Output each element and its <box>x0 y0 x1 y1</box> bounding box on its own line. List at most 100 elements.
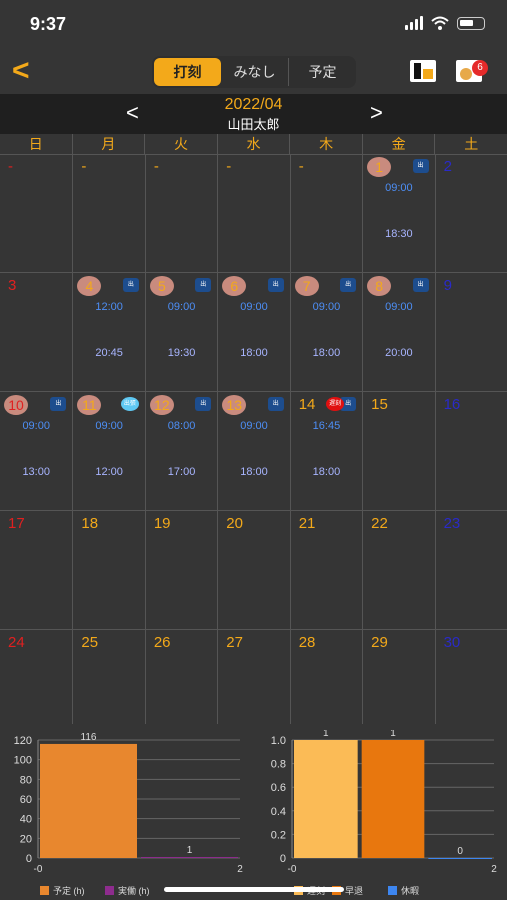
calendar-day-cell[interactable]: - <box>289 154 363 273</box>
day-number: 6 <box>222 276 247 296</box>
bar-value-label: 116 <box>81 732 97 743</box>
calendar-day-cell[interactable]: 7 出 09:00 18:00 <box>289 273 363 392</box>
day-number: 13 <box>222 395 247 415</box>
day-number: 28 <box>298 634 316 651</box>
attendance-tag: 出 <box>412 278 429 292</box>
calendar-day-cell[interactable]: 23 <box>434 511 507 630</box>
back-button[interactable]: < <box>12 54 30 87</box>
user-card-icon[interactable] <box>410 60 436 82</box>
prev-month-button[interactable]: < <box>126 100 139 125</box>
status-bar: 9:37 <box>0 0 507 50</box>
clock-in-time: 12:00 <box>95 301 123 313</box>
day-number: 23 <box>443 515 461 532</box>
calendar-day-cell[interactable]: 4 出 12:00 20:45 <box>72 273 145 392</box>
battery-icon <box>457 16 485 30</box>
day-number: 3 <box>8 277 17 294</box>
day-number: 1 <box>367 157 392 177</box>
calendar-day-cell[interactable]: 2 <box>434 154 507 273</box>
clock-in-time: 09:00 <box>312 301 341 313</box>
calendar-day-cell[interactable]: 19 <box>144 511 218 630</box>
calendar-day-cell[interactable]: 8 出 09:00 20:00 <box>362 273 435 392</box>
calendar-day-cell[interactable]: 11 出張 09:00 12:00 <box>72 392 145 511</box>
weekday-tue: 火 <box>144 134 217 154</box>
y-tick-label: 20 <box>20 833 32 845</box>
clock-out-time: 12:00 <box>95 466 123 478</box>
calendar-day-cell[interactable]: 15 <box>362 392 435 511</box>
clock-in-time: 16:45 <box>312 420 341 432</box>
day-number: 12 <box>149 395 174 415</box>
day-number: 9 <box>443 277 452 294</box>
attendance-chart: 00.20.40.60.81.01 10-0 2 <box>271 730 498 875</box>
calendar-day-cell[interactable]: 12 出 08:00 17:00 <box>144 392 218 511</box>
day-number: 22 <box>371 515 388 532</box>
x-tick-label: 2 <box>491 864 497 875</box>
calendar-day-cell[interactable]: 22 <box>362 511 435 630</box>
calendar-day-cell[interactable]: 3 <box>0 273 73 392</box>
y-tick-label: 0 <box>280 853 286 865</box>
day-number: 5 <box>149 276 174 296</box>
legend-swatch <box>105 886 114 895</box>
y-tick-label: 0.2 <box>271 829 286 841</box>
cellular-signal-icon <box>405 16 423 30</box>
calendar-day-cell[interactable]: 14 出遅刻 16:45 18:00 <box>289 392 363 511</box>
calendar-day-cell[interactable]: 5 出 09:00 19:30 <box>144 273 218 392</box>
calendar-grid: - - - - -1 出 09:00 18:30 2 3 4 出 12:00 20:45 5 出 09:00 19… <box>0 154 507 749</box>
legend-label: 実働 (h) <box>118 886 150 896</box>
day-number: 26 <box>153 634 171 651</box>
y-tick-label: 0.8 <box>271 759 286 771</box>
month-header: < 2022/04 山田太郎 > <box>0 94 507 134</box>
attendance-tag: 出張 <box>120 397 139 411</box>
legend-item: 実働 (h) <box>105 884 150 897</box>
clock-in-time: 09:00 <box>385 182 413 194</box>
calendar-day-cell[interactable]: 1 出 09:00 18:30 <box>362 154 435 273</box>
bar-2 <box>428 858 492 859</box>
bar-value-label: 0 <box>457 846 463 857</box>
legend-label: 休暇 <box>401 886 420 896</box>
calendar-day-cell[interactable]: 10 出 09:00 13:00 <box>0 392 73 511</box>
y-tick-label: 0 <box>26 853 32 865</box>
day-number: 18 <box>81 515 99 532</box>
calendar-day-cell[interactable]: 16 <box>434 392 507 511</box>
day-number: 8 <box>367 276 392 296</box>
calendar-day-cell[interactable]: 20 <box>217 511 290 630</box>
day-number: 17 <box>8 515 25 532</box>
calendar-day-cell[interactable]: 21 <box>289 511 363 630</box>
tab-deemed[interactable]: みなし <box>233 64 276 80</box>
attendance-tag: 出 <box>195 397 212 411</box>
clock-in-time: 09:00 <box>167 301 196 313</box>
tab-punch[interactable]: 打刻 <box>154 58 221 86</box>
weekday-sun: 日 <box>28 136 43 152</box>
calendar-day-cell[interactable]: - <box>72 154 145 273</box>
month-label: 2022/04 <box>224 96 283 113</box>
mode-segmented-control: 打刻 みなし 予定 <box>152 56 356 88</box>
clock-out-time: 20:00 <box>385 347 413 359</box>
attendance-tag: 出 <box>267 278 284 292</box>
calendar-day-cell[interactable]: 18 <box>72 511 145 630</box>
day-number: 19 <box>153 515 171 532</box>
day-number: 7 <box>294 276 319 296</box>
calendar-day-cell[interactable]: - <box>0 154 73 273</box>
x-tick-label: 2 <box>237 864 243 875</box>
attendance-tag: 出 <box>50 397 67 411</box>
wifi-icon <box>431 16 449 30</box>
calendar-day-cell[interactable]: 17 <box>0 511 73 630</box>
attendance-tag: 出 <box>267 397 284 411</box>
day-number: 10 <box>4 395 28 415</box>
calendar-day-cell[interactable]: - <box>144 154 218 273</box>
calendar-day-cell[interactable]: - <box>217 154 290 273</box>
clock-out-time: 18:00 <box>312 347 341 359</box>
day-number: 20 <box>226 515 243 532</box>
calendar-day-cell[interactable]: 13 出 09:00 18:00 <box>217 392 290 511</box>
day-number: 11 <box>77 395 102 415</box>
day-number: - <box>8 158 13 175</box>
next-month-button[interactable]: > <box>370 100 383 125</box>
calendar-day-cell[interactable]: 9 <box>434 273 507 392</box>
calendar-day-cell[interactable]: 6 出 09:00 18:00 <box>217 273 290 392</box>
day-number: 4 <box>77 276 102 296</box>
day-number: 14 <box>298 396 316 413</box>
nav-bar: < 打刻 みなし 予定 <box>0 52 507 92</box>
weekday-fri: 金 <box>361 134 435 154</box>
tab-schedule[interactable]: 予定 <box>288 58 356 86</box>
bar-value-label: 1 <box>187 845 193 856</box>
summary-charts: 0 20 40 60 80 100 120 116 1 -0 2 0 0.2 0.4 0.6 0.8 1.0 1… <box>0 724 507 900</box>
